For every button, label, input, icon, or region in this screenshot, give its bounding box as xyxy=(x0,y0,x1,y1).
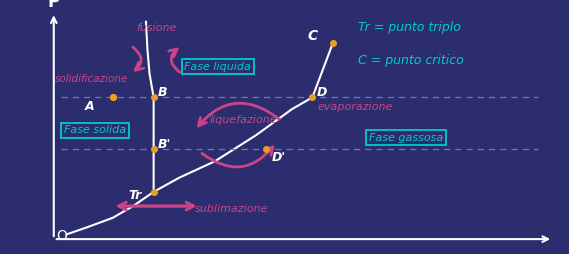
Text: O: O xyxy=(56,229,67,243)
Text: solidificazione: solidificazione xyxy=(55,74,129,84)
Text: liquefazione: liquefazione xyxy=(210,115,278,125)
Text: P: P xyxy=(48,0,60,11)
Text: Fase solida: Fase solida xyxy=(64,125,126,135)
Text: B: B xyxy=(158,86,167,99)
Text: Fase gassosa: Fase gassosa xyxy=(369,133,443,142)
Text: A: A xyxy=(84,100,94,113)
Text: Tr = punto triplo: Tr = punto triplo xyxy=(358,21,461,34)
Text: C: C xyxy=(307,28,318,42)
Text: Tr: Tr xyxy=(128,189,141,202)
Text: D': D' xyxy=(271,151,286,164)
Text: Fase liquida: Fase liquida xyxy=(184,62,251,72)
Text: B': B' xyxy=(158,138,171,151)
Text: sublimazione: sublimazione xyxy=(195,204,268,214)
Text: fusione: fusione xyxy=(136,23,176,33)
Text: evaporazione: evaporazione xyxy=(318,102,393,112)
Text: C = punto critico: C = punto critico xyxy=(358,54,464,67)
Text: D: D xyxy=(316,86,327,99)
